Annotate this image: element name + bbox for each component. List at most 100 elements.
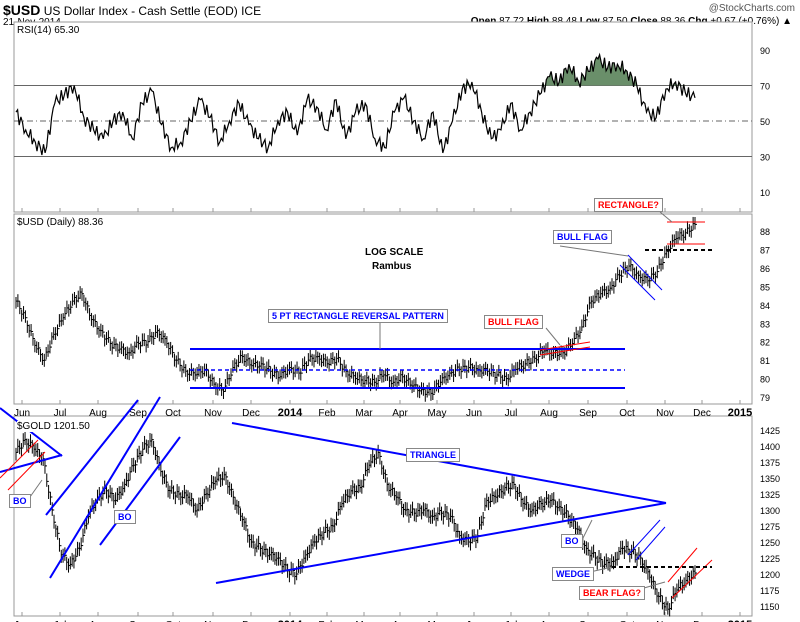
usd-price-bar <box>432 387 435 401</box>
x-tick-label: May <box>428 620 447 622</box>
channel-line <box>49 396 161 579</box>
gold-price-bar <box>230 483 234 498</box>
gold-price-bar <box>225 471 229 485</box>
gold-price-bar <box>335 511 339 526</box>
x-tick-label: May <box>428 408 447 419</box>
usd-price-bar <box>338 350 341 363</box>
usd-price-bar <box>19 301 22 315</box>
usd-price-bar <box>179 358 183 372</box>
annotation-bo: BO <box>561 534 583 548</box>
gold-price-bar <box>482 512 486 526</box>
gold-price-bar <box>560 500 564 515</box>
gold-price-bar <box>600 553 603 568</box>
x-tick-label: Aug <box>89 408 107 419</box>
gold-price-bar <box>57 525 60 540</box>
wedge-line <box>635 526 666 561</box>
x-tick-label: Feb <box>318 620 336 622</box>
gold-price-bar <box>252 534 256 549</box>
usd-price-bar <box>620 270 624 284</box>
gold-price-bar <box>640 551 643 566</box>
usd-price-bar <box>585 314 588 328</box>
y-tick-label: 50 <box>760 117 770 127</box>
x-tick-label: Oct <box>165 408 181 419</box>
gold-price-bar <box>73 554 76 569</box>
bull-flag-red-line <box>539 341 591 351</box>
rsi-label: RSI(14) 65.30 <box>17 25 80 36</box>
gold-price-bar <box>111 487 114 502</box>
bull-flag-blue-line <box>619 264 656 301</box>
x-tick-label: Nov <box>204 408 222 419</box>
x-tick-label: Mar <box>355 620 373 622</box>
up-arrow-icon: ▲ <box>782 16 792 27</box>
usd-price-bar <box>224 379 228 392</box>
usd-price-bar <box>615 273 618 287</box>
gold-price-bar <box>453 518 457 532</box>
gold-price-bar <box>258 535 261 550</box>
usd-price-bar <box>300 368 303 381</box>
y-tick-label: 1275 <box>760 522 780 532</box>
gold-price-bar <box>406 502 410 517</box>
usd-price-bar <box>153 331 156 345</box>
trend-line <box>0 454 63 473</box>
y-tick-label: 1425 <box>760 426 780 436</box>
x-tick-label: Oct <box>619 408 635 419</box>
usd-price-bar <box>30 324 34 337</box>
gold-price-bar <box>245 517 248 532</box>
annotation-triangle: TRIANGLE <box>406 448 460 462</box>
bull-flag-blue-line <box>627 254 663 291</box>
annotation-bull-flag-red: BULL FLAG <box>484 315 543 329</box>
trend-line <box>0 407 63 457</box>
x-tick-label: Sep <box>579 408 597 419</box>
annotation-rambus: Rambus <box>372 261 412 272</box>
x-tick-label: Jun <box>466 620 482 622</box>
gold-price-bar <box>565 504 569 519</box>
usd-price-bar <box>509 369 513 383</box>
usd-price-bar <box>24 310 28 323</box>
y-tick-label: 90 <box>760 46 770 56</box>
x-tick-label: Sep <box>579 620 597 622</box>
callout-pointer <box>29 479 43 498</box>
x-tick-label: Jul <box>54 620 67 622</box>
gold-price-bar <box>58 537 62 552</box>
y-tick-label: 86 <box>760 264 770 274</box>
flag-red-line <box>0 439 39 479</box>
y-tick-label: 1250 <box>760 538 780 548</box>
usd-price-bar <box>107 330 111 343</box>
usd-price-bar <box>690 225 694 238</box>
watermark: @StockCharts.com <box>708 3 795 14</box>
usd-price-bar <box>662 256 665 270</box>
y-tick-label: 1225 <box>760 554 780 564</box>
x-tick-label: Feb <box>318 408 336 419</box>
gold-price-bar <box>46 473 49 487</box>
x-tick-label: Oct <box>619 620 635 622</box>
gold-price-bar <box>80 537 84 551</box>
annotation-log-scale: LOG SCALE <box>365 247 424 258</box>
channel-line <box>99 436 181 546</box>
y-tick-label: 1325 <box>760 490 780 500</box>
gold-price-bar <box>82 528 85 543</box>
flag-red-line <box>7 451 46 491</box>
x-tick-label: Aug <box>540 408 558 419</box>
rsi-overbought-fill <box>16 54 695 86</box>
y-tick-label: 79 <box>760 393 770 403</box>
gold-price-bar <box>553 492 556 506</box>
x-tick-label: 2014 <box>278 619 303 622</box>
usd-price-bar <box>87 300 90 314</box>
gold-label: $GOLD 1201.50 <box>17 421 90 432</box>
annotation-wedge: WEDGE <box>552 567 595 581</box>
y-tick-label: 83 <box>760 319 770 329</box>
gold-price-bar <box>670 595 674 610</box>
x-tick-label: Jun <box>466 408 482 419</box>
x-tick-label: Nov <box>204 620 222 622</box>
chart-title: $USD US Dollar Index - Cash Settle (EOD)… <box>3 2 261 18</box>
y-tick-label: 30 <box>760 153 770 163</box>
gold-price-bar <box>301 558 305 573</box>
gold-price-bar <box>153 440 156 455</box>
y-tick-label: 1350 <box>760 474 780 484</box>
gold-price-bar <box>573 516 576 530</box>
x-tick-label: Apr <box>392 408 408 419</box>
x-tick-label: Jul <box>54 408 67 419</box>
gold-price-bar <box>363 474 366 488</box>
rsi-panel <box>13 21 753 213</box>
callout-pointer <box>659 211 673 223</box>
